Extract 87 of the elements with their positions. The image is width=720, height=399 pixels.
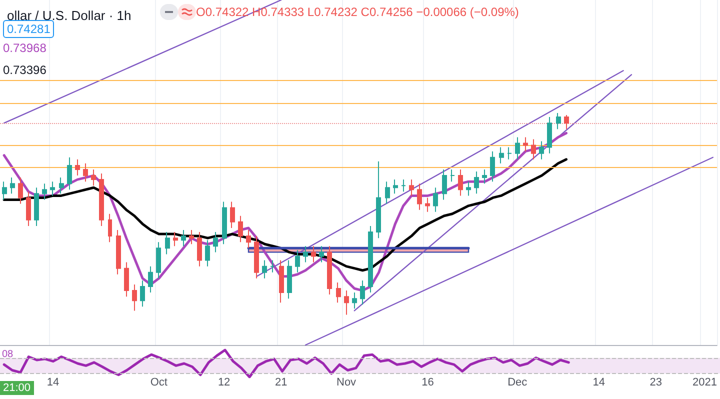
candlestick	[458, 168, 463, 196]
text: 0.73968	[3, 41, 46, 55]
candlestick	[507, 146, 512, 160]
candlestick	[425, 197, 430, 212]
candlestick	[303, 246, 308, 263]
candlestick	[165, 232, 170, 255]
candlestick	[2, 181, 7, 200]
candlestick	[213, 232, 218, 253]
candlestick	[205, 240, 210, 267]
candlestick	[189, 230, 194, 245]
x-tick-label: Oct	[150, 376, 168, 388]
candlestick	[466, 181, 471, 196]
candlestick	[148, 266, 153, 294]
candlestick	[327, 246, 332, 296]
annotation: 08	[2, 349, 14, 360]
candlestick	[222, 201, 227, 245]
candlestick	[344, 290, 349, 316]
candlestick	[401, 179, 406, 192]
x-tick-label: 23	[650, 376, 662, 388]
candlestick	[34, 187, 39, 226]
candlestick	[368, 225, 373, 294]
candlestick	[523, 136, 528, 152]
candlestick	[287, 260, 292, 300]
candlestick	[108, 213, 112, 243]
candlestick	[547, 116, 552, 154]
candlestick	[450, 168, 455, 182]
candlestick	[50, 181, 55, 196]
candlestick	[140, 280, 145, 308]
candlestick	[18, 177, 23, 204]
x-tick-label: Nov	[336, 376, 357, 388]
candlestick	[173, 232, 178, 247]
candlestick	[197, 232, 202, 267]
candlestick	[10, 177, 15, 194]
text: 0.73396	[3, 63, 46, 77]
candlestick	[482, 168, 487, 184]
candlestick	[311, 246, 316, 263]
candlestick	[230, 201, 235, 228]
candlestick	[409, 179, 414, 196]
x-tick-label: Dec	[508, 376, 528, 388]
candlestick	[433, 187, 438, 212]
candlestick	[116, 230, 121, 275]
candlestick	[124, 262, 129, 298]
candlestick	[279, 260, 284, 304]
candlestick	[564, 114, 569, 130]
candlestick	[246, 230, 251, 249]
candlestick	[295, 250, 300, 273]
candlestick	[67, 156, 72, 190]
candlestick	[490, 150, 495, 182]
candlestick	[539, 140, 544, 160]
candlestick	[393, 179, 398, 194]
candlestick	[91, 168, 96, 186]
candlestick	[75, 158, 80, 176]
candlestick	[360, 280, 365, 306]
candlestick	[385, 181, 390, 204]
candlestick	[515, 136, 520, 160]
candlestick	[26, 191, 31, 226]
x-tick-label: 14	[46, 376, 60, 388]
candlestick	[99, 173, 104, 226]
text: 21:00	[0, 381, 34, 395]
candlestick	[319, 246, 324, 263]
candlestick	[556, 112, 561, 130]
candlestick	[270, 260, 275, 273]
candlestick	[254, 236, 259, 279]
candlestick	[83, 162, 88, 182]
candlestick	[499, 146, 504, 164]
candlestick	[238, 215, 243, 243]
x-tick-label: 16	[422, 376, 434, 388]
candlestick	[417, 183, 422, 210]
candlestick	[156, 242, 161, 279]
candlestick	[376, 160, 381, 239]
candlestick	[442, 168, 447, 200]
x-tick-label: 12	[218, 376, 230, 388]
candlestick	[132, 284, 137, 312]
text: 0.74281	[3, 20, 54, 38]
x-tick-label: 21	[274, 376, 288, 388]
candlestick	[336, 282, 341, 304]
candlestick	[262, 260, 267, 279]
text: O0.74322 H0.74333 L0.74232 C0.74256 −0.00066 (−0.09%)	[196, 5, 519, 19]
candlestick	[531, 138, 536, 160]
candlestick	[352, 292, 357, 310]
candlestick	[474, 170, 479, 194]
candlestick	[59, 177, 64, 194]
candlestick	[181, 230, 186, 247]
x-tick-label: 2021	[692, 376, 718, 388]
chart-title: ollar / U.S. Dollar · 1h	[7, 8, 132, 23]
candlestick	[42, 183, 47, 200]
x-tick-label: 14	[592, 376, 605, 388]
